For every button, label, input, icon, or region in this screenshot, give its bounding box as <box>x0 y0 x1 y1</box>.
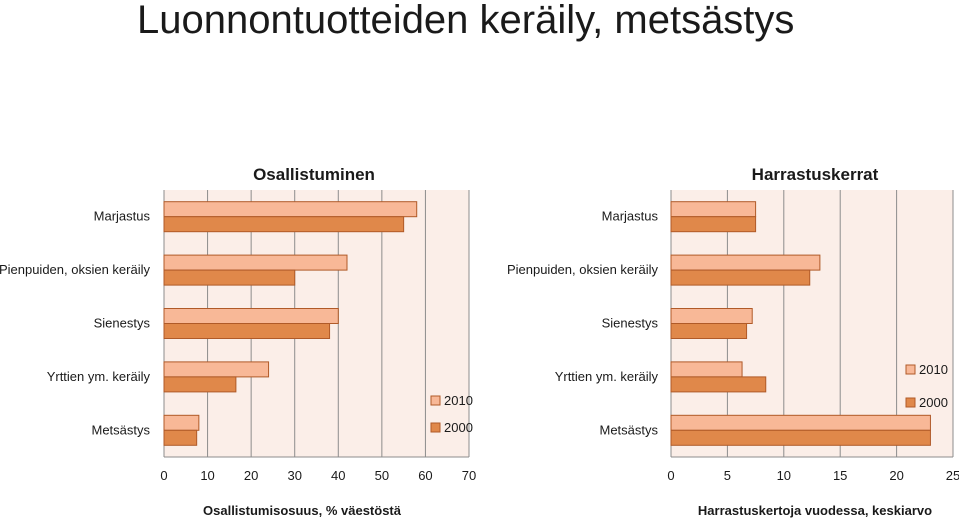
x-axis-label: Osallistumisosuus, % väestöstä <box>203 503 402 518</box>
x-tick-label: 50 <box>375 468 389 483</box>
category-label: Yrttien ym. keräily <box>555 369 659 384</box>
x-tick-label: 0 <box>667 468 674 483</box>
bar-2000 <box>163 269 296 286</box>
bar-2000 <box>670 323 748 339</box>
x-tick-label: 10 <box>777 468 791 483</box>
bar-2000 <box>670 269 811 286</box>
legend-swatch-2010 <box>430 395 441 406</box>
legend-label: 2000 <box>919 395 948 410</box>
category-label: Yrttien ym. keräily <box>47 369 151 384</box>
bar-2000 <box>163 323 331 339</box>
x-tick-label: 60 <box>418 468 432 483</box>
bar-2010 <box>670 308 753 324</box>
category-label: Pienpuiden, oksien keräily <box>507 262 659 277</box>
bar-2010 <box>670 361 743 378</box>
x-tick-label: 20 <box>244 468 258 483</box>
chart-title: Osallistuminen <box>253 165 375 184</box>
x-tick-label: 25 <box>946 468 959 483</box>
x-tick-label: 15 <box>833 468 847 483</box>
category-label: Metsästys <box>599 422 658 437</box>
chart-title: Harrastuskerrat <box>752 165 879 184</box>
category-label: Sienestys <box>94 316 151 331</box>
bar-2000 <box>670 429 931 446</box>
legend-swatch-2000 <box>905 397 916 408</box>
category-label: Marjastus <box>602 209 659 224</box>
bar-2010 <box>670 254 821 271</box>
x-tick-label: 5 <box>724 468 731 483</box>
category-label: Marjastus <box>94 209 151 224</box>
bar-2000 <box>163 216 405 233</box>
bar-2000 <box>163 376 237 393</box>
x-tick-label: 70 <box>462 468 476 483</box>
x-axis-label: Harrastuskertoja vuodessa, keskiarvo <box>698 503 932 518</box>
bar-2000 <box>163 429 198 446</box>
bar-2010 <box>670 201 757 218</box>
category-label: Pienpuiden, oksien keräily <box>0 262 150 277</box>
legend-label: 2010 <box>919 362 948 377</box>
bar-2000 <box>670 216 757 233</box>
x-tick-label: 10 <box>200 468 214 483</box>
page-title: Luonnontuotteiden keräily, metsästys <box>137 0 795 42</box>
bar-2000 <box>670 376 767 393</box>
bar-2010 <box>670 414 931 431</box>
legend-label: 2000 <box>444 420 473 435</box>
x-tick-label: 30 <box>287 468 301 483</box>
x-tick-label: 0 <box>160 468 167 483</box>
legend-label: 2010 <box>444 393 473 408</box>
category-label: Metsästys <box>91 422 150 437</box>
legend-swatch-2010 <box>905 364 916 375</box>
category-label: Sienestys <box>602 316 659 331</box>
x-tick-label: 40 <box>331 468 345 483</box>
x-tick-label: 20 <box>889 468 903 483</box>
legend-swatch-2000 <box>430 422 441 433</box>
